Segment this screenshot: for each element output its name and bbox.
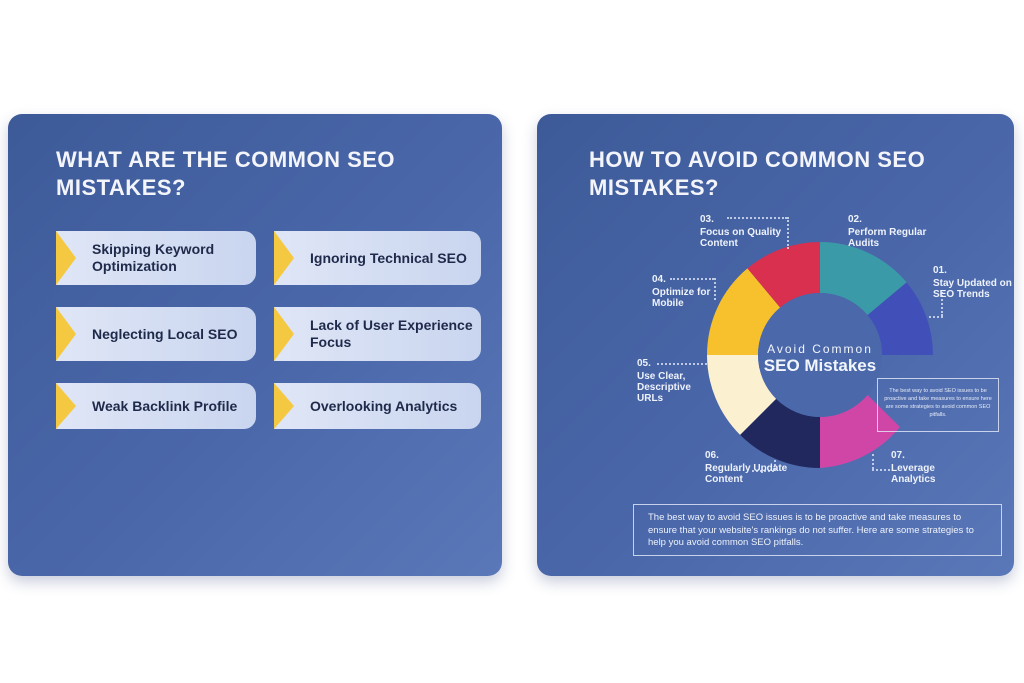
mistake-item: Ignoring Technical SEO: [274, 231, 481, 285]
segment-05: [707, 355, 777, 435]
note-box-summary: The best way to avoid SEO issues is to b…: [633, 504, 1002, 556]
arrow-icon: [56, 231, 76, 285]
arrow-icon: [56, 307, 76, 361]
segment-02: [820, 242, 907, 316]
step-07: 07. Leverage Analytics: [891, 450, 961, 485]
leader-line: [714, 278, 716, 300]
leader-line: [774, 460, 776, 470]
mistake-label: Lack of User Experience Focus: [310, 317, 473, 350]
mistake-label: Neglecting Local SEO: [92, 325, 238, 342]
mistake-label: Weak Backlink Profile: [92, 397, 238, 414]
leader-line: [872, 454, 874, 469]
mistake-label: Ignoring Technical SEO: [310, 249, 467, 266]
strategy-donut-chart: [707, 242, 933, 468]
center-line1: Avoid Common: [767, 342, 873, 356]
avoid-mistakes-card: HOW TO AVOID COMMON SEO MISTAKES? Avoid …: [537, 114, 1014, 576]
mistake-item: Lack of User Experience Focus: [274, 307, 481, 361]
step-number: 02.: [848, 214, 862, 225]
leader-line: [872, 469, 890, 471]
leader-line: [941, 292, 943, 316]
arrow-icon: [274, 231, 294, 285]
center-line2: SEO Mistakes: [763, 356, 877, 375]
step-06: 06. Regularly Update Content: [705, 450, 795, 485]
mistake-label: Overlooking Analytics: [310, 397, 458, 414]
common-mistakes-title: WHAT ARE THE COMMON SEO MISTAKES?: [56, 147, 396, 200]
common-mistakes-card: WHAT ARE THE COMMON SEO MISTAKES? Skippi…: [8, 114, 502, 576]
step-number: 06.: [705, 450, 719, 461]
step-label: Optimize for Mobile: [652, 287, 711, 309]
mistake-label: Skipping Keyword Optimization: [92, 241, 215, 274]
step-05: 05. Use Clear, Descriptive URLs: [637, 358, 707, 404]
leader-line: [787, 217, 789, 249]
step-number: 05.: [637, 358, 651, 369]
segment-07: [820, 394, 900, 468]
leader-line: [752, 470, 774, 472]
step-label: Leverage Analytics: [891, 463, 936, 485]
segment-06: [740, 398, 820, 468]
leader-line: [657, 363, 707, 365]
segment-03: [747, 242, 820, 308]
segment-01: [867, 282, 933, 355]
arrow-icon: [274, 383, 294, 429]
step-label: Perform Regular Audits: [848, 227, 927, 249]
step-label: Focus on Quality Content: [700, 227, 782, 249]
mistake-item: Weak Backlink Profile: [56, 383, 256, 429]
leader-line: [929, 316, 943, 318]
step-number: 07.: [891, 450, 905, 461]
step-02: 02. Perform Regular Audits: [848, 214, 948, 249]
step-04: 04. Optimize for Mobile: [652, 274, 722, 309]
donut-center-label: Avoid Common SEO Mistakes: [757, 342, 883, 376]
step-number: 04.: [652, 274, 666, 285]
step-number: 03.: [700, 214, 714, 225]
arrow-icon: [274, 307, 294, 361]
step-label: Regularly Update Content: [705, 463, 788, 485]
segment-04: [707, 268, 781, 355]
mistake-item: Neglecting Local SEO: [56, 307, 256, 361]
avoid-mistakes-title: HOW TO AVOID COMMON SEO MISTAKES?: [589, 147, 926, 200]
mistake-item: Overlooking Analytics: [274, 383, 481, 429]
arrow-icon: [56, 383, 76, 429]
mistake-item: Skipping Keyword Optimization: [56, 231, 256, 285]
step-03: 03. Focus on Quality Content: [700, 214, 786, 249]
leader-line: [727, 217, 787, 219]
step-label: Stay Updated on SEO Trends: [933, 278, 1012, 300]
step-01: 01. Stay Updated on SEO Trends: [933, 265, 1013, 300]
note-box-small: The best way to avoid SEO issues to be p…: [877, 378, 999, 432]
leader-line: [670, 278, 714, 280]
step-number: 01.: [933, 265, 947, 276]
step-label: Use Clear, Descriptive URLs: [637, 371, 691, 404]
